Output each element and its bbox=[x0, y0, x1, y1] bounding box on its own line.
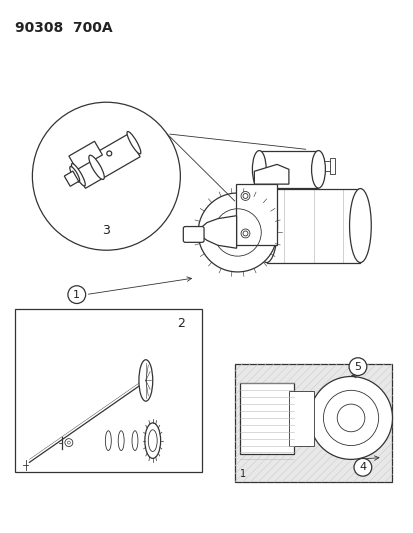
Ellipse shape bbox=[65, 439, 73, 447]
Bar bbox=[330, 158, 335, 174]
Text: 3: 3 bbox=[102, 224, 110, 237]
Polygon shape bbox=[72, 134, 140, 188]
Ellipse shape bbox=[118, 431, 124, 450]
Bar bbox=[266, 189, 360, 263]
Bar bbox=[235, 184, 276, 245]
Ellipse shape bbox=[311, 151, 325, 188]
Ellipse shape bbox=[105, 431, 111, 450]
Text: 5: 5 bbox=[354, 361, 361, 372]
Ellipse shape bbox=[70, 166, 79, 182]
Text: 2: 2 bbox=[177, 317, 185, 330]
Bar bbox=[234, 364, 392, 482]
Circle shape bbox=[348, 358, 366, 376]
Text: 90308  700A: 90308 700A bbox=[14, 21, 112, 35]
Polygon shape bbox=[254, 164, 288, 184]
Text: 4: 4 bbox=[358, 462, 366, 472]
Ellipse shape bbox=[132, 431, 138, 450]
Text: 1: 1 bbox=[73, 289, 80, 300]
Circle shape bbox=[240, 229, 249, 238]
Bar bbox=[259, 151, 318, 188]
Bar bbox=[14, 310, 202, 472]
Circle shape bbox=[32, 102, 180, 250]
Bar bbox=[288, 391, 313, 446]
Ellipse shape bbox=[89, 155, 104, 180]
Bar bbox=[239, 383, 293, 455]
Ellipse shape bbox=[349, 189, 370, 263]
Ellipse shape bbox=[127, 132, 140, 154]
Circle shape bbox=[107, 151, 112, 156]
Ellipse shape bbox=[71, 164, 85, 186]
Text: 1: 1 bbox=[239, 469, 245, 479]
Polygon shape bbox=[199, 216, 236, 248]
Polygon shape bbox=[64, 171, 78, 187]
Ellipse shape bbox=[252, 151, 266, 188]
Ellipse shape bbox=[145, 423, 160, 458]
FancyBboxPatch shape bbox=[183, 227, 204, 243]
Circle shape bbox=[198, 193, 276, 272]
Circle shape bbox=[240, 191, 249, 200]
Circle shape bbox=[309, 376, 392, 459]
Ellipse shape bbox=[255, 189, 277, 263]
Circle shape bbox=[353, 458, 371, 476]
Circle shape bbox=[68, 286, 85, 303]
Polygon shape bbox=[69, 141, 102, 169]
Ellipse shape bbox=[139, 360, 152, 401]
